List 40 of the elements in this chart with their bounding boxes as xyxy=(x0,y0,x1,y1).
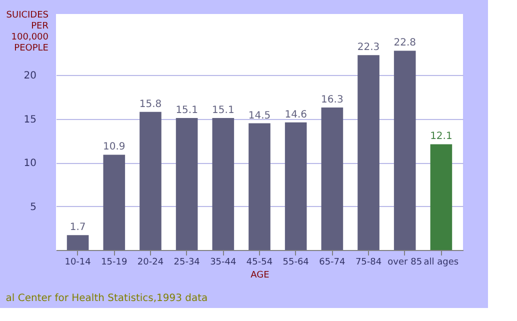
x-tick-label: 45-54 xyxy=(246,258,273,268)
y-tick-label: 5 xyxy=(30,202,36,213)
x-tick-label: 15-19 xyxy=(101,258,128,268)
bar xyxy=(284,122,307,250)
data-label: 10.9 xyxy=(103,142,126,153)
bar xyxy=(394,50,416,250)
y-axis-title: SUICIDES PER 100,000 PEOPLE xyxy=(6,10,49,54)
bar xyxy=(176,118,198,250)
x-tick-label: 25-34 xyxy=(174,258,200,268)
data-label: 14.5 xyxy=(248,110,271,122)
x-tick-label: 35-44 xyxy=(210,258,237,268)
data-label: 22.3 xyxy=(357,42,380,54)
x-tick-label: 10-14 xyxy=(64,258,92,268)
bar xyxy=(212,118,234,250)
bar xyxy=(358,55,380,250)
x-tick-label: over 85 xyxy=(388,258,422,268)
data-label: 12.1 xyxy=(430,131,452,142)
bar xyxy=(321,108,344,250)
data-label: 15.1 xyxy=(212,105,234,116)
data-label: 1.7 xyxy=(70,222,86,234)
x-tick-label: 75-84 xyxy=(355,258,382,268)
x-tick-label: 20-24 xyxy=(137,258,164,268)
text: al Center for Health Statistics,1993 data xyxy=(6,293,208,304)
y-tick-label: 10 xyxy=(24,158,36,170)
data-label: 15.1 xyxy=(176,105,198,116)
data-label: 14.6 xyxy=(284,109,307,120)
bar xyxy=(103,154,126,250)
bar xyxy=(248,123,270,250)
x-tick-label: 55-64 xyxy=(282,258,310,268)
x-tick-label: 65-74 xyxy=(319,258,346,268)
bar xyxy=(430,144,452,250)
bar xyxy=(140,112,162,250)
x-tick-label: all ages xyxy=(424,258,459,268)
data-label: 22.8 xyxy=(394,38,416,49)
data-label: 15.8 xyxy=(139,98,162,110)
y-tick-label: 20 xyxy=(24,70,36,82)
data-label: 16.3 xyxy=(321,94,344,106)
x-axis-title: AGE xyxy=(250,270,270,280)
y-tick-label: 15 xyxy=(24,114,36,126)
bar xyxy=(66,235,89,250)
